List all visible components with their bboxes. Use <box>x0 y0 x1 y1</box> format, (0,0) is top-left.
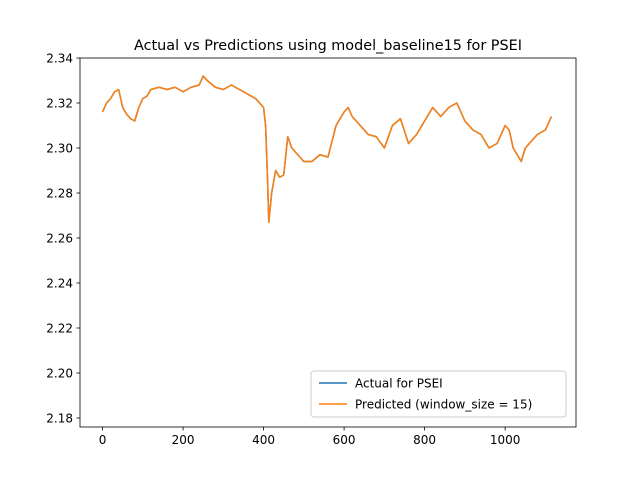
y-tick-label: 2.22 <box>46 321 73 335</box>
legend-label-0: Actual for PSEI <box>355 377 443 391</box>
plot-area <box>79 57 577 428</box>
series-line-1 <box>101 75 553 223</box>
legend: Actual for PSEI Predicted (window_size = … <box>310 370 567 418</box>
legend-label-1: Predicted (window_size = 15) <box>355 398 532 412</box>
y-tick-label: 2.24 <box>46 276 73 290</box>
x-tick-label: 200 <box>172 433 195 447</box>
y-tick-label: 2.32 <box>46 96 73 110</box>
y-axis: 2.18 2.20 2.22 2.24 2.26 2.28 2.30 2.32 2.34 <box>46 51 80 425</box>
x-tick-label: 400 <box>252 433 275 447</box>
y-tick-label: 2.28 <box>46 186 73 200</box>
chart-title: Actual vs Predictions using model_baseli… <box>134 38 522 54</box>
legend-box <box>310 370 567 418</box>
x-tick-label: 0 <box>99 433 107 447</box>
y-tick-label: 2.30 <box>46 141 73 155</box>
y-tick-label: 2.20 <box>46 366 73 380</box>
x-tick-label: 800 <box>413 433 436 447</box>
y-tick-label: 2.34 <box>46 51 73 65</box>
y-tick-label: 2.26 <box>46 231 73 245</box>
axes-frame <box>79 57 577 428</box>
x-tick-label: 1000 <box>490 433 521 447</box>
y-tick-label: 2.18 <box>46 411 73 425</box>
x-axis: 0 200 400 600 800 1000 <box>99 427 521 447</box>
x-tick-label: 600 <box>333 433 356 447</box>
